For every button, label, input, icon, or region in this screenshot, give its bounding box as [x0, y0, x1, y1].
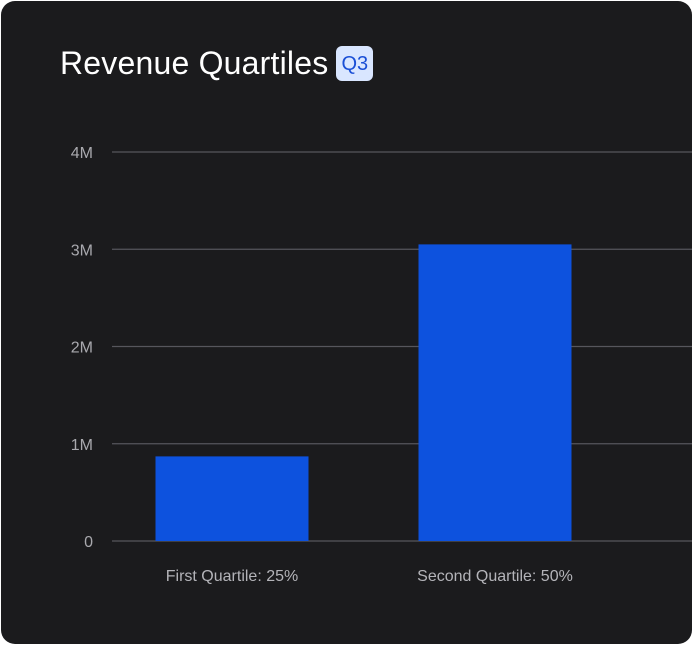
x-category-label: First Quartile: 25% — [166, 568, 298, 585]
quarter-badge: Q3 — [336, 45, 374, 81]
y-tick-label: 2M — [71, 340, 93, 357]
y-axis-ticks: 0 1M 2M 3M 4M — [71, 145, 93, 551]
bar[interactable] — [155, 456, 309, 541]
y-tick-label: 0 — [84, 534, 93, 551]
bars — [155, 244, 572, 541]
chart-header: Revenue Quartiles Q3 — [60, 43, 374, 83]
grid-lines — [112, 151, 692, 542]
chart-title: Revenue Quartiles — [60, 45, 329, 81]
x-axis-labels: First Quartile: 25% Second Quartile: 50% — [166, 568, 573, 585]
y-tick-label: 1M — [71, 437, 93, 454]
x-category-label: Second Quartile: 50% — [417, 568, 573, 585]
y-tick-label: 3M — [71, 242, 93, 259]
y-tick-label: 4M — [71, 145, 93, 162]
bar[interactable] — [418, 244, 572, 541]
